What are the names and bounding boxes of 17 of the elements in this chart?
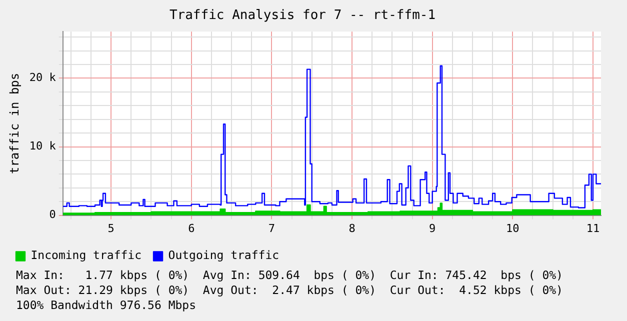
- x-tick-label: 8: [348, 222, 356, 235]
- x-tick-label: 11: [586, 222, 600, 235]
- y-tick-label: 10 k: [29, 140, 56, 153]
- legend-label: Outgoing traffic: [168, 248, 280, 262]
- y-axis-title: traffic in bps: [7, 72, 22, 174]
- x-tick-label: 5: [108, 222, 114, 235]
- x-tick-label: 9: [429, 222, 436, 235]
- x-tick-label: 6: [188, 222, 195, 235]
- chart-title: Traffic Analysis for 7 -- rt-ffm-1: [169, 8, 436, 24]
- y-tick-label: 20 k: [29, 71, 56, 84]
- text: Max Out: 21.29 kbps ( 0%) Avg Out: 2.47 kbps ( 0%) Cur Out: 4.52 kbps ( 0%): [16, 283, 563, 298]
- x-tick-label: 7: [268, 222, 276, 235]
- legend-label: Incoming traffic: [30, 248, 142, 262]
- x-tick-label: 10: [506, 222, 520, 235]
- y-tick-label: 0: [49, 208, 56, 222]
- text: 100% Bandwidth 976.56 Mbps: [16, 298, 198, 313]
- text: Max In: 1.77 kbps ( 0%) Avg In: 509.64 bps ( 0%) Cur In: 745.42 bps ( 0%): [16, 268, 563, 283]
